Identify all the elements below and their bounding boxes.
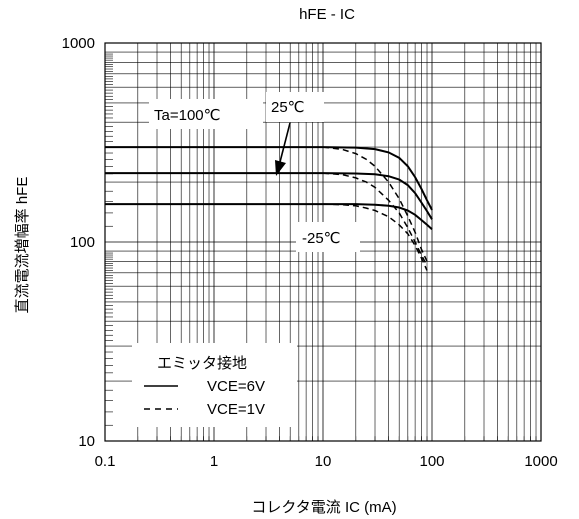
series-line bbox=[105, 203, 433, 230]
y-tick-label: 100 bbox=[70, 234, 95, 251]
x-tick-label: 100 bbox=[419, 453, 444, 470]
legend-label-vce-6v: VCE=6V bbox=[207, 378, 265, 395]
annotation-arrow-line bbox=[279, 122, 291, 163]
y-tick-label: 10 bbox=[78, 433, 95, 450]
y-axis-title: 直流電流増幅率 hFE bbox=[14, 177, 31, 314]
legend: エミッタ接地 VCE=6V VCE=1V bbox=[132, 343, 297, 427]
series-lines bbox=[105, 146, 433, 271]
plot-frame bbox=[104, 42, 542, 442]
annotation-25c-bg bbox=[266, 92, 324, 122]
y-tick-label: 1000 bbox=[62, 35, 95, 52]
annotation-ta-100c-bg bbox=[149, 99, 263, 129]
tick-labels: 0.1 1 10 100 1000 10 100 1000 bbox=[62, 35, 558, 470]
chart-title: hFE - IC bbox=[299, 6, 355, 23]
annotation-arrow-head bbox=[275, 160, 286, 176]
x-tick-label: 1000 bbox=[524, 453, 557, 470]
series-line bbox=[322, 146, 428, 262]
annotation-25c: 25℃ bbox=[271, 99, 305, 116]
legend-box bbox=[132, 343, 297, 427]
series-line bbox=[105, 172, 433, 220]
series-line bbox=[105, 146, 433, 211]
x-tick-label: 0.1 bbox=[95, 453, 116, 470]
x-axis-title: コレクタ電流 IC (mA) bbox=[251, 499, 396, 516]
annotation-minus-25c: -25℃ bbox=[302, 230, 341, 247]
legend-label-vce-1v: VCE=1V bbox=[207, 401, 265, 418]
annotation-minus-25c-bg bbox=[296, 222, 360, 252]
x-tick-label: 1 bbox=[210, 453, 218, 470]
annotation-ta-100c: Ta=100℃ bbox=[154, 107, 220, 124]
x-tick-label: 10 bbox=[315, 453, 332, 470]
legend-title: エミッタ接地 bbox=[157, 355, 247, 372]
series-line bbox=[322, 203, 428, 271]
series-line bbox=[322, 172, 428, 267]
